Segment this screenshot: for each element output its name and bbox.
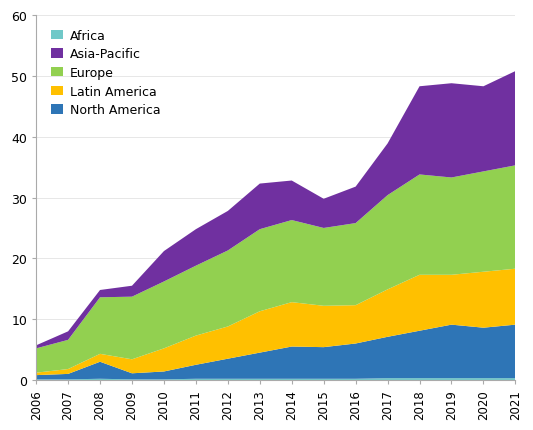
Legend: Africa, Asia-Pacific, Europe, Latin America, North America: Africa, Asia-Pacific, Europe, Latin Amer… bbox=[47, 26, 164, 121]
